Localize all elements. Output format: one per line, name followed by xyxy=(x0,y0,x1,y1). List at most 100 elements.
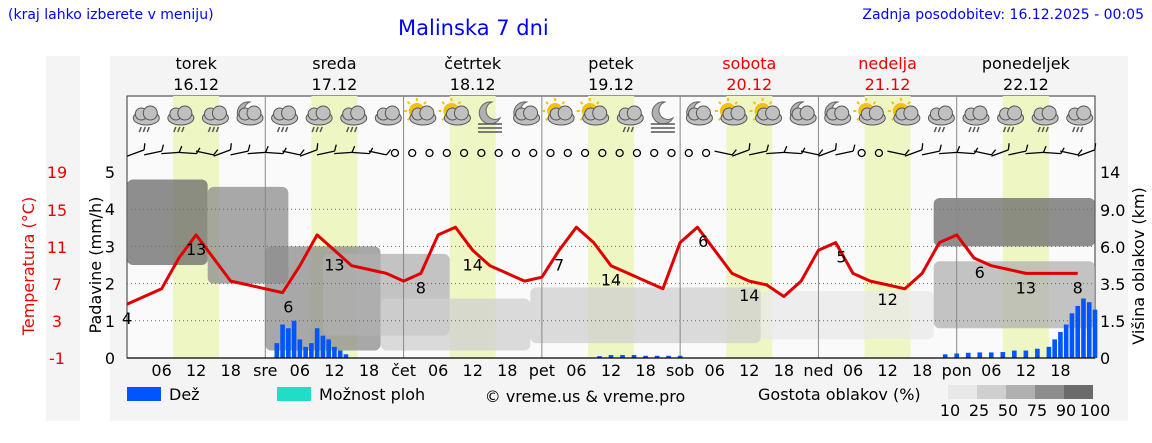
rain-legend-swatch xyxy=(127,387,161,401)
temperature-label: 12 xyxy=(877,290,897,309)
raindrop xyxy=(311,126,315,133)
wind-shaft xyxy=(161,151,180,155)
precipitation-bar xyxy=(1058,331,1063,358)
calm-wind-marker xyxy=(632,148,642,158)
precipitation-bar xyxy=(608,355,614,358)
wind-shaft xyxy=(731,149,750,157)
temperature-tick: 19 xyxy=(47,163,67,182)
wind-barb xyxy=(282,149,305,156)
time-tick: sre xyxy=(253,361,277,380)
temperature-tick: 11 xyxy=(47,238,67,257)
time-tick: 12 xyxy=(739,361,759,380)
wind-barb xyxy=(939,145,961,155)
wind-feather xyxy=(834,143,837,150)
time-tick: 06 xyxy=(151,361,171,380)
raindrop xyxy=(1076,126,1080,133)
wind-feather xyxy=(1094,143,1097,150)
calm-wind-marker xyxy=(425,148,434,158)
time-tick: 18 xyxy=(774,361,794,380)
precipitation-bar xyxy=(1069,313,1075,358)
wind-shaft xyxy=(230,150,249,156)
sun-ray xyxy=(423,101,427,105)
wind-feather xyxy=(783,145,788,153)
wind-shaft xyxy=(178,151,197,155)
temperature-label: 14 xyxy=(601,271,621,290)
temperature-axis-panel xyxy=(46,56,80,421)
precipitation-bar xyxy=(677,355,683,358)
wind-feather xyxy=(229,143,232,150)
wind-barb xyxy=(316,144,337,156)
cloud-rain-icon xyxy=(1031,105,1059,133)
wind-shaft xyxy=(368,150,387,156)
sun-ray xyxy=(752,101,757,105)
wind-barb xyxy=(1025,145,1047,155)
sun-cloud-icon xyxy=(403,98,437,126)
calm-wind-marker xyxy=(667,148,676,158)
time-tick: 06 xyxy=(566,361,586,380)
cloud-rain-icon xyxy=(927,105,955,133)
day-name: sreda xyxy=(312,54,356,73)
cloud-density-swatch xyxy=(1064,385,1093,399)
precip-tick: 5 xyxy=(105,163,115,182)
sun-ray xyxy=(718,101,722,105)
calm-wind-marker xyxy=(546,148,555,158)
time-tick: 12 xyxy=(877,361,897,380)
wind-feather xyxy=(748,143,751,150)
raindrop xyxy=(207,126,212,133)
wind-barb xyxy=(351,147,374,155)
wind-feather xyxy=(766,144,770,152)
wind-barb xyxy=(1008,144,1029,156)
temperature-label: 6 xyxy=(975,263,985,282)
time-tick: 06 xyxy=(428,361,448,380)
wind-feather xyxy=(818,149,824,156)
cloud-height-tick: 0 xyxy=(1100,349,1110,368)
precipitation-bar xyxy=(286,328,291,358)
sun-ray xyxy=(579,101,584,105)
calm-wind-marker xyxy=(390,148,400,158)
precipitation-bar xyxy=(1081,298,1086,358)
temperature-label: 13 xyxy=(186,240,206,259)
raindrop xyxy=(173,126,177,133)
raindrop xyxy=(211,126,216,133)
time-tick: 06 xyxy=(705,361,725,380)
raindrop xyxy=(354,126,358,133)
raindrop xyxy=(1006,126,1011,133)
moon-fog-icon xyxy=(650,101,675,133)
temperature-label: 8 xyxy=(416,278,426,297)
chart-title: Malinska 7 dni xyxy=(398,16,549,40)
cloud-puff xyxy=(246,105,262,121)
precipitation-bar xyxy=(332,346,337,358)
cloud-icon xyxy=(374,105,402,126)
sun-cloud-icon xyxy=(853,98,886,126)
wind-feather xyxy=(800,147,806,154)
precipitation-bar xyxy=(1012,350,1017,358)
time-tick: 18 xyxy=(635,361,655,380)
wind-feather xyxy=(731,149,737,156)
wind-feather xyxy=(921,143,924,150)
cloud-height-tick: 9.0 xyxy=(1100,201,1125,220)
time-tick: 18 xyxy=(221,361,241,380)
wind-feather xyxy=(368,147,374,154)
raindrop xyxy=(1002,126,1007,133)
wind-feather xyxy=(904,149,910,156)
time-tick: 12 xyxy=(324,361,344,380)
wind-feather xyxy=(195,147,201,154)
time-tick: 06 xyxy=(843,361,863,380)
precipitation-bar xyxy=(942,354,948,358)
moon-cloud-icon xyxy=(513,101,541,126)
wind-barb xyxy=(247,145,269,155)
cloud-density-swatch xyxy=(977,385,1006,399)
precipitation-bar xyxy=(314,328,320,358)
time-tick: 18 xyxy=(497,361,517,380)
raindrop xyxy=(346,126,350,133)
wind-barb xyxy=(921,144,942,156)
time-tick: 18 xyxy=(912,361,932,380)
time-tick: ned xyxy=(803,361,833,380)
wind-barb xyxy=(230,144,251,156)
wind-shaft xyxy=(766,151,785,155)
precipitation-bar xyxy=(1035,348,1040,358)
day-name: nedelja xyxy=(858,54,917,73)
region-hint[interactable]: (kraj lahko izberete v meniju) xyxy=(8,7,214,23)
time-tick: 06 xyxy=(290,361,310,380)
wind-shaft xyxy=(835,150,854,156)
